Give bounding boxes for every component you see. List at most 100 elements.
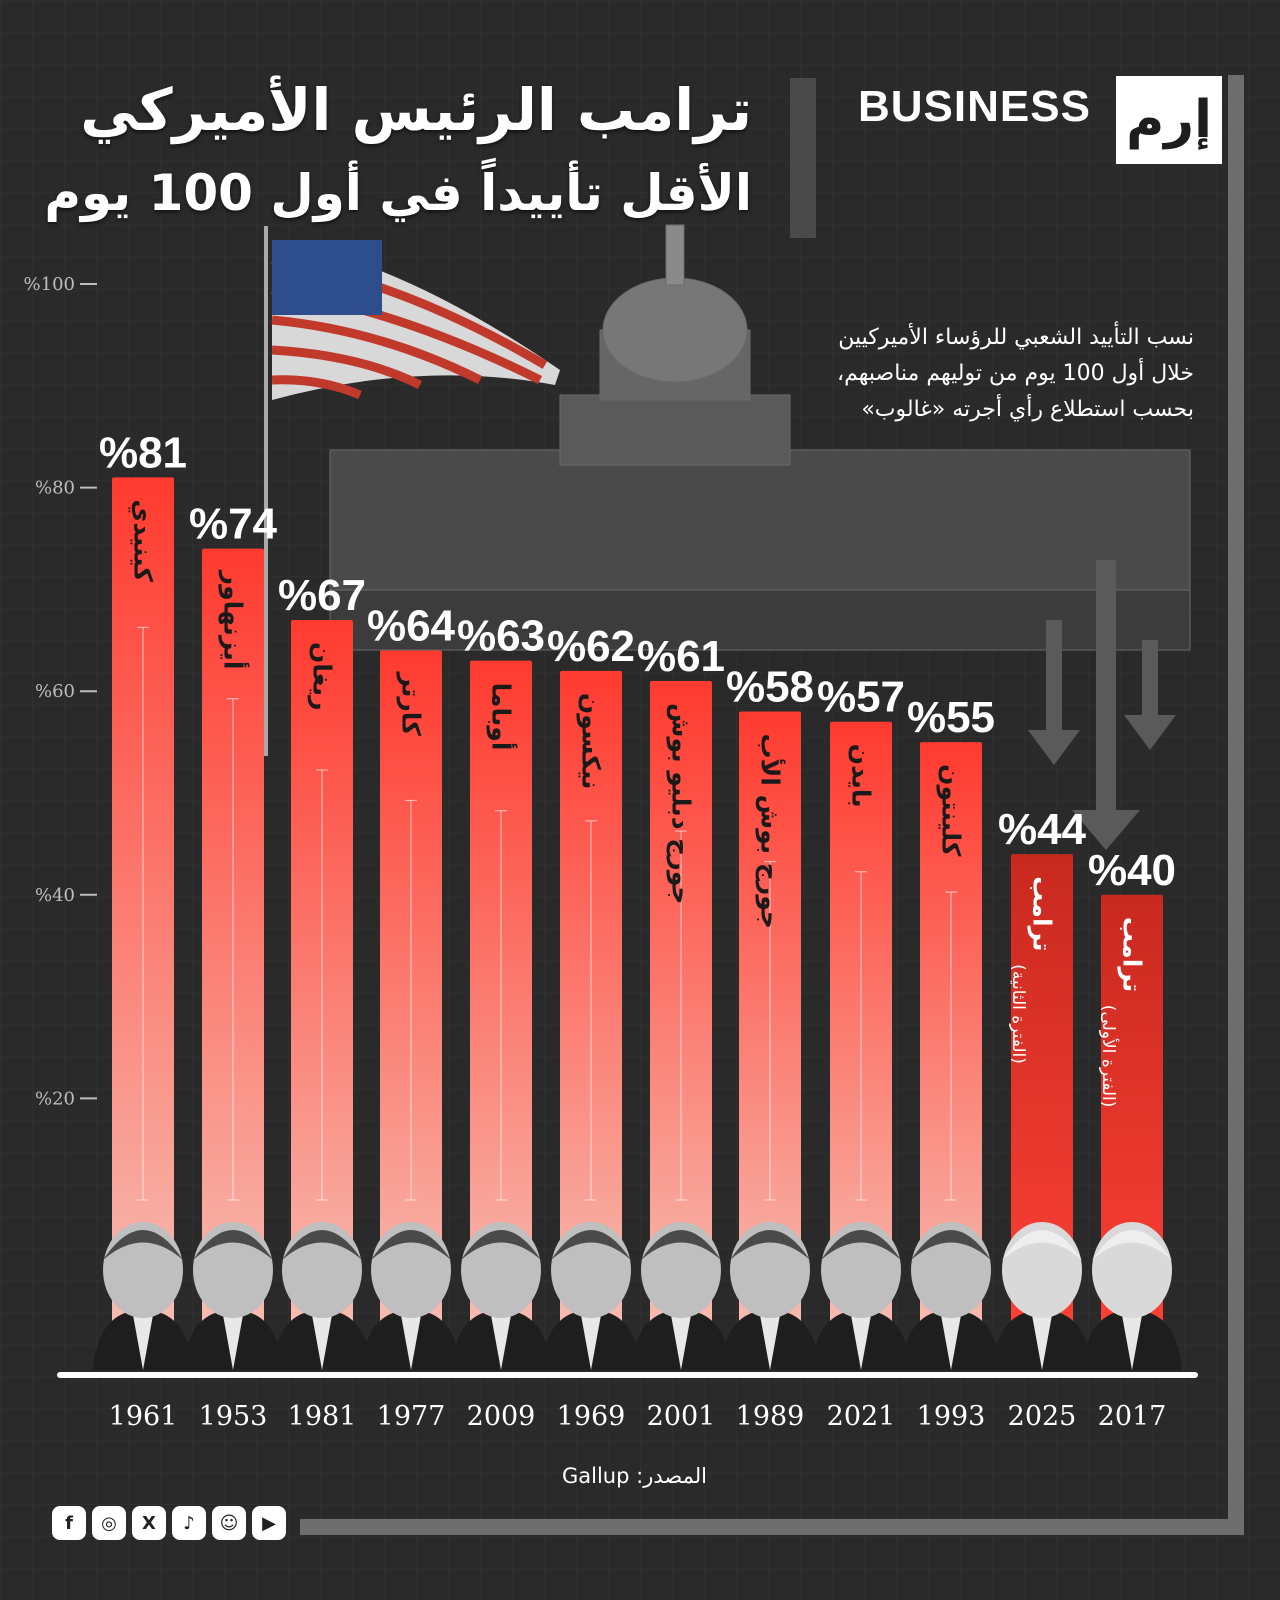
brand-name: BUSINESS <box>858 82 1091 131</box>
president-portrait <box>992 1222 1092 1370</box>
president-portrait <box>720 1222 820 1370</box>
frame-accent <box>790 78 816 238</box>
year-label: 1953 <box>199 1401 268 1432</box>
year-label: 2001 <box>647 1401 716 1432</box>
value-label: %67 <box>278 571 366 620</box>
background-arrows <box>1028 560 1176 850</box>
bar-2025 <box>1011 854 1073 1345</box>
subtitle-line-2: خلال أول 100 يوم من توليهم مناصبهم، <box>837 361 1194 386</box>
year-label: 2021 <box>827 1401 896 1432</box>
portrait-hair <box>461 1230 541 1260</box>
year-label: 1993 <box>917 1401 986 1432</box>
y-tick-label: %80 <box>35 478 75 499</box>
portrait-hair <box>730 1230 810 1260</box>
facebook-icon[interactable]: f <box>52 1506 86 1540</box>
term-label: (الفترة الثانية) <box>1008 964 1028 1064</box>
president-name-label: ريغان <box>308 642 337 711</box>
year-label: 1977 <box>377 1401 446 1432</box>
president-name-label: ترامب <box>1027 876 1057 951</box>
president-name-label: جورج دبليو بوش <box>666 703 696 904</box>
president-name-label: نيكسون <box>576 693 606 790</box>
page-title-line2: الأقل تأييداً في أول 100 يوم <box>44 164 752 222</box>
portrait-shirt <box>1122 1315 1142 1370</box>
portrait-shirt <box>1032 1315 1052 1370</box>
y-tick-label: %40 <box>35 885 75 906</box>
portrait-hair <box>911 1230 991 1260</box>
value-label: %81 <box>99 428 187 477</box>
y-tick-label: %20 <box>35 1088 75 1109</box>
value-label: %57 <box>817 673 905 722</box>
president-portrait <box>183 1222 283 1370</box>
president-portrait <box>361 1222 461 1370</box>
chart-subtitle: نسب التأييد الشعبي للرؤساء الأميركيين خل… <box>734 320 1194 428</box>
flag-illustration <box>264 226 560 756</box>
value-label: %40 <box>1088 846 1176 895</box>
portrait-hair <box>551 1230 631 1260</box>
president-name-label: بايدن <box>847 744 876 808</box>
page-title: ترامب الرئيس الأميركي <box>80 76 752 144</box>
president-portrait <box>451 1222 551 1370</box>
portrait-shirt <box>941 1315 961 1370</box>
year-label: 2017 <box>1098 1401 1167 1432</box>
portrait-shirt <box>401 1315 421 1370</box>
y-tick-label: %100 <box>24 274 75 295</box>
president-name-label: كلينتون <box>936 764 966 857</box>
portrait-shirt <box>491 1315 511 1370</box>
portrait-hair <box>1002 1230 1082 1260</box>
president-portrait <box>541 1222 641 1370</box>
value-label: %58 <box>726 663 814 712</box>
president-portrait <box>93 1222 193 1370</box>
snapchat-icon[interactable]: ☺ <box>212 1506 246 1540</box>
year-label: 2025 <box>1008 1401 1077 1432</box>
portrait-hair <box>103 1230 183 1260</box>
president-name-label: ترامب <box>1117 917 1147 992</box>
portrait-shirt <box>760 1315 780 1370</box>
portrait-hair <box>1092 1230 1172 1260</box>
instagram-icon[interactable]: ◎ <box>92 1506 126 1540</box>
x-icon[interactable]: X <box>132 1506 166 1540</box>
year-label: 1961 <box>109 1401 178 1432</box>
portrait-shirt <box>581 1315 601 1370</box>
president-portrait <box>631 1222 731 1370</box>
y-tick-label: %60 <box>35 681 75 702</box>
frame-right-border <box>1228 75 1244 1535</box>
year-label: 2009 <box>467 1401 536 1432</box>
year-label: 1969 <box>557 1401 626 1432</box>
subtitle-line-3: بحسب استطلاع رأي أجرته «غالوب» <box>861 397 1194 422</box>
portrait-hair <box>282 1230 362 1260</box>
source-note: المصدر: Gallup <box>562 1464 707 1488</box>
president-name-label: جورج بوش الأب <box>755 734 786 929</box>
capitol-building <box>329 224 1191 651</box>
president-name-label: كينيدي <box>127 499 157 582</box>
youtube-icon[interactable]: ▶ <box>252 1506 286 1540</box>
portrait-hair <box>193 1230 273 1260</box>
president-name-label: كارتر <box>396 670 426 736</box>
president-portrait <box>272 1222 372 1370</box>
brand-logo: إرم <box>1116 76 1222 164</box>
president-portrait <box>901 1222 1001 1370</box>
value-label: %64 <box>367 601 456 650</box>
portrait-hair <box>371 1230 451 1260</box>
portrait-shirt <box>223 1315 243 1370</box>
president-name-label: أوباما <box>486 683 518 751</box>
value-label: %55 <box>907 693 995 742</box>
subtitle-line-1: نسب التأييد الشعبي للرؤساء الأميركيين <box>838 325 1194 350</box>
year-label: 1981 <box>288 1401 357 1432</box>
value-label: %63 <box>457 612 545 661</box>
value-label: %61 <box>637 632 725 681</box>
president-portrait <box>811 1222 911 1370</box>
value-label: %74 <box>189 500 278 549</box>
value-label: %44 <box>998 805 1087 854</box>
portrait-shirt <box>133 1315 153 1370</box>
year-label: 1989 <box>736 1401 805 1432</box>
value-label: %62 <box>547 622 635 671</box>
term-label: (الفترة الأولى) <box>1098 1005 1119 1108</box>
portrait-shirt <box>671 1315 691 1370</box>
president-name-label: أيزنهاور <box>218 569 250 670</box>
portrait-hair <box>641 1230 721 1260</box>
tiktok-icon[interactable]: ♪ <box>172 1506 206 1540</box>
portrait-hair <box>821 1230 901 1260</box>
frame-bottom-border <box>300 1519 1244 1535</box>
social-links: f ◎ X ♪ ☺ ▶ <box>52 1506 286 1540</box>
